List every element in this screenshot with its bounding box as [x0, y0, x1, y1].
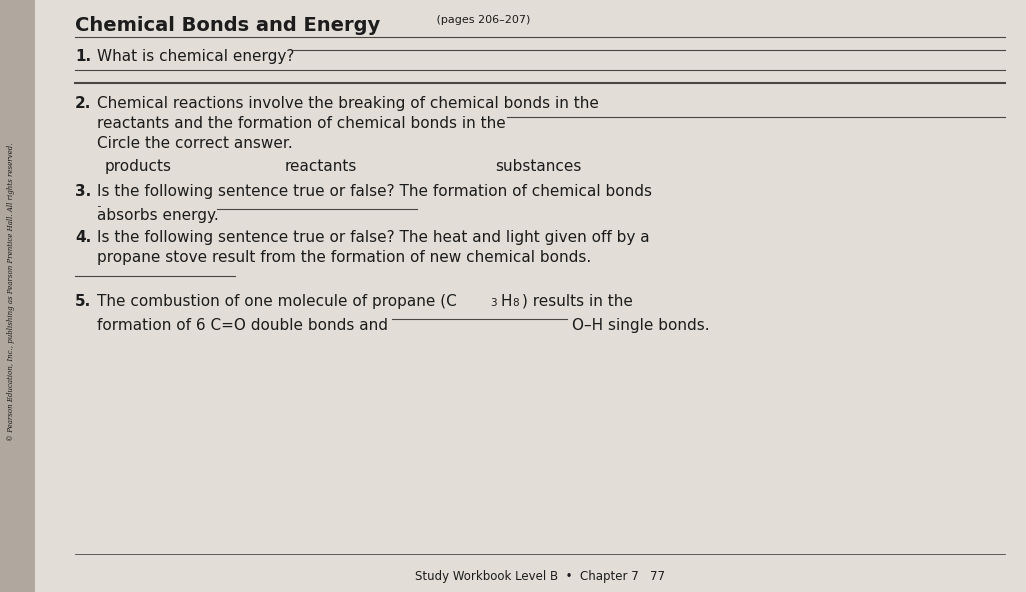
Text: Is the following sentence true or false? The heat and light given off by a: Is the following sentence true or false?…: [97, 230, 649, 245]
Text: 8: 8: [512, 298, 518, 308]
Text: 1.: 1.: [75, 49, 91, 64]
Text: (pages 206–207): (pages 206–207): [433, 15, 530, 25]
Text: 3.: 3.: [75, 184, 91, 199]
Text: absorbs energy.: absorbs energy.: [97, 208, 219, 223]
Text: 2.: 2.: [75, 96, 91, 111]
Text: Study Workbook Level B  •  Chapter 7   77: Study Workbook Level B • Chapter 7 77: [415, 570, 665, 583]
Text: substances: substances: [495, 159, 582, 174]
Text: products: products: [105, 159, 172, 174]
Bar: [0, 0, 35, 592]
Text: The combustion of one molecule of propane (C: The combustion of one molecule of propan…: [97, 294, 457, 309]
Text: 3: 3: [490, 298, 497, 308]
Text: propane stove result from the formation of new chemical bonds.: propane stove result from the formation …: [97, 250, 591, 265]
Text: O–H single bonds.: O–H single bonds.: [573, 318, 710, 333]
Text: reactants: reactants: [285, 159, 357, 174]
Text: Chemical Bonds and Energy: Chemical Bonds and Energy: [75, 16, 381, 35]
Text: ˉ: ˉ: [97, 206, 102, 216]
Text: 4.: 4.: [75, 230, 91, 245]
Text: ) results in the: ) results in the: [522, 294, 633, 309]
Text: formation of 6 C=O double bonds and: formation of 6 C=O double bonds and: [97, 318, 388, 333]
Text: Chemical reactions involve the breaking of chemical bonds in the: Chemical reactions involve the breaking …: [97, 96, 599, 111]
Text: 5.: 5.: [75, 294, 91, 309]
Text: What is chemical energy?: What is chemical energy?: [97, 49, 294, 64]
Text: Circle the correct answer.: Circle the correct answer.: [97, 136, 292, 151]
Text: © Pearson Education, Inc., publishing as Pearson Prentice Hall. All rights reser: © Pearson Education, Inc., publishing as…: [7, 143, 15, 441]
Text: Is the following sentence true or false? The formation of chemical bonds: Is the following sentence true or false?…: [97, 184, 652, 199]
Text: reactants and the formation of chemical bonds in the: reactants and the formation of chemical …: [97, 116, 506, 131]
Text: H: H: [500, 294, 512, 309]
